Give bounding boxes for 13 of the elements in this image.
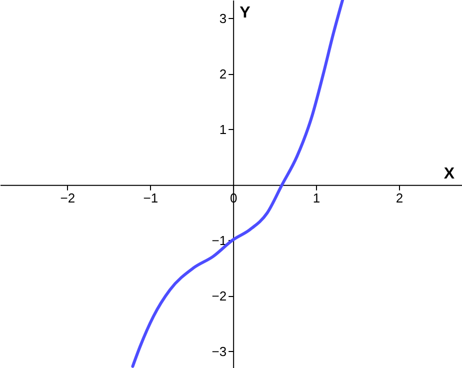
y-axis-title: Y	[240, 4, 251, 22]
y-tick-label: −1	[212, 232, 227, 248]
y-tick-label: 2	[219, 66, 227, 82]
y-tick-label: 3	[219, 10, 227, 26]
x-tick-label: 1	[312, 190, 320, 206]
line-series	[131, 0, 344, 368]
x-axis-title: X	[444, 165, 455, 182]
y-tick-label: 1	[219, 122, 227, 137]
x-tick-label: −2	[60, 190, 76, 206]
x-tick-label: 2	[396, 190, 404, 206]
x-tick-label: −1	[143, 190, 158, 206]
y-tick-label: −2	[212, 288, 227, 304]
y-tick-label: −3	[212, 344, 227, 359]
